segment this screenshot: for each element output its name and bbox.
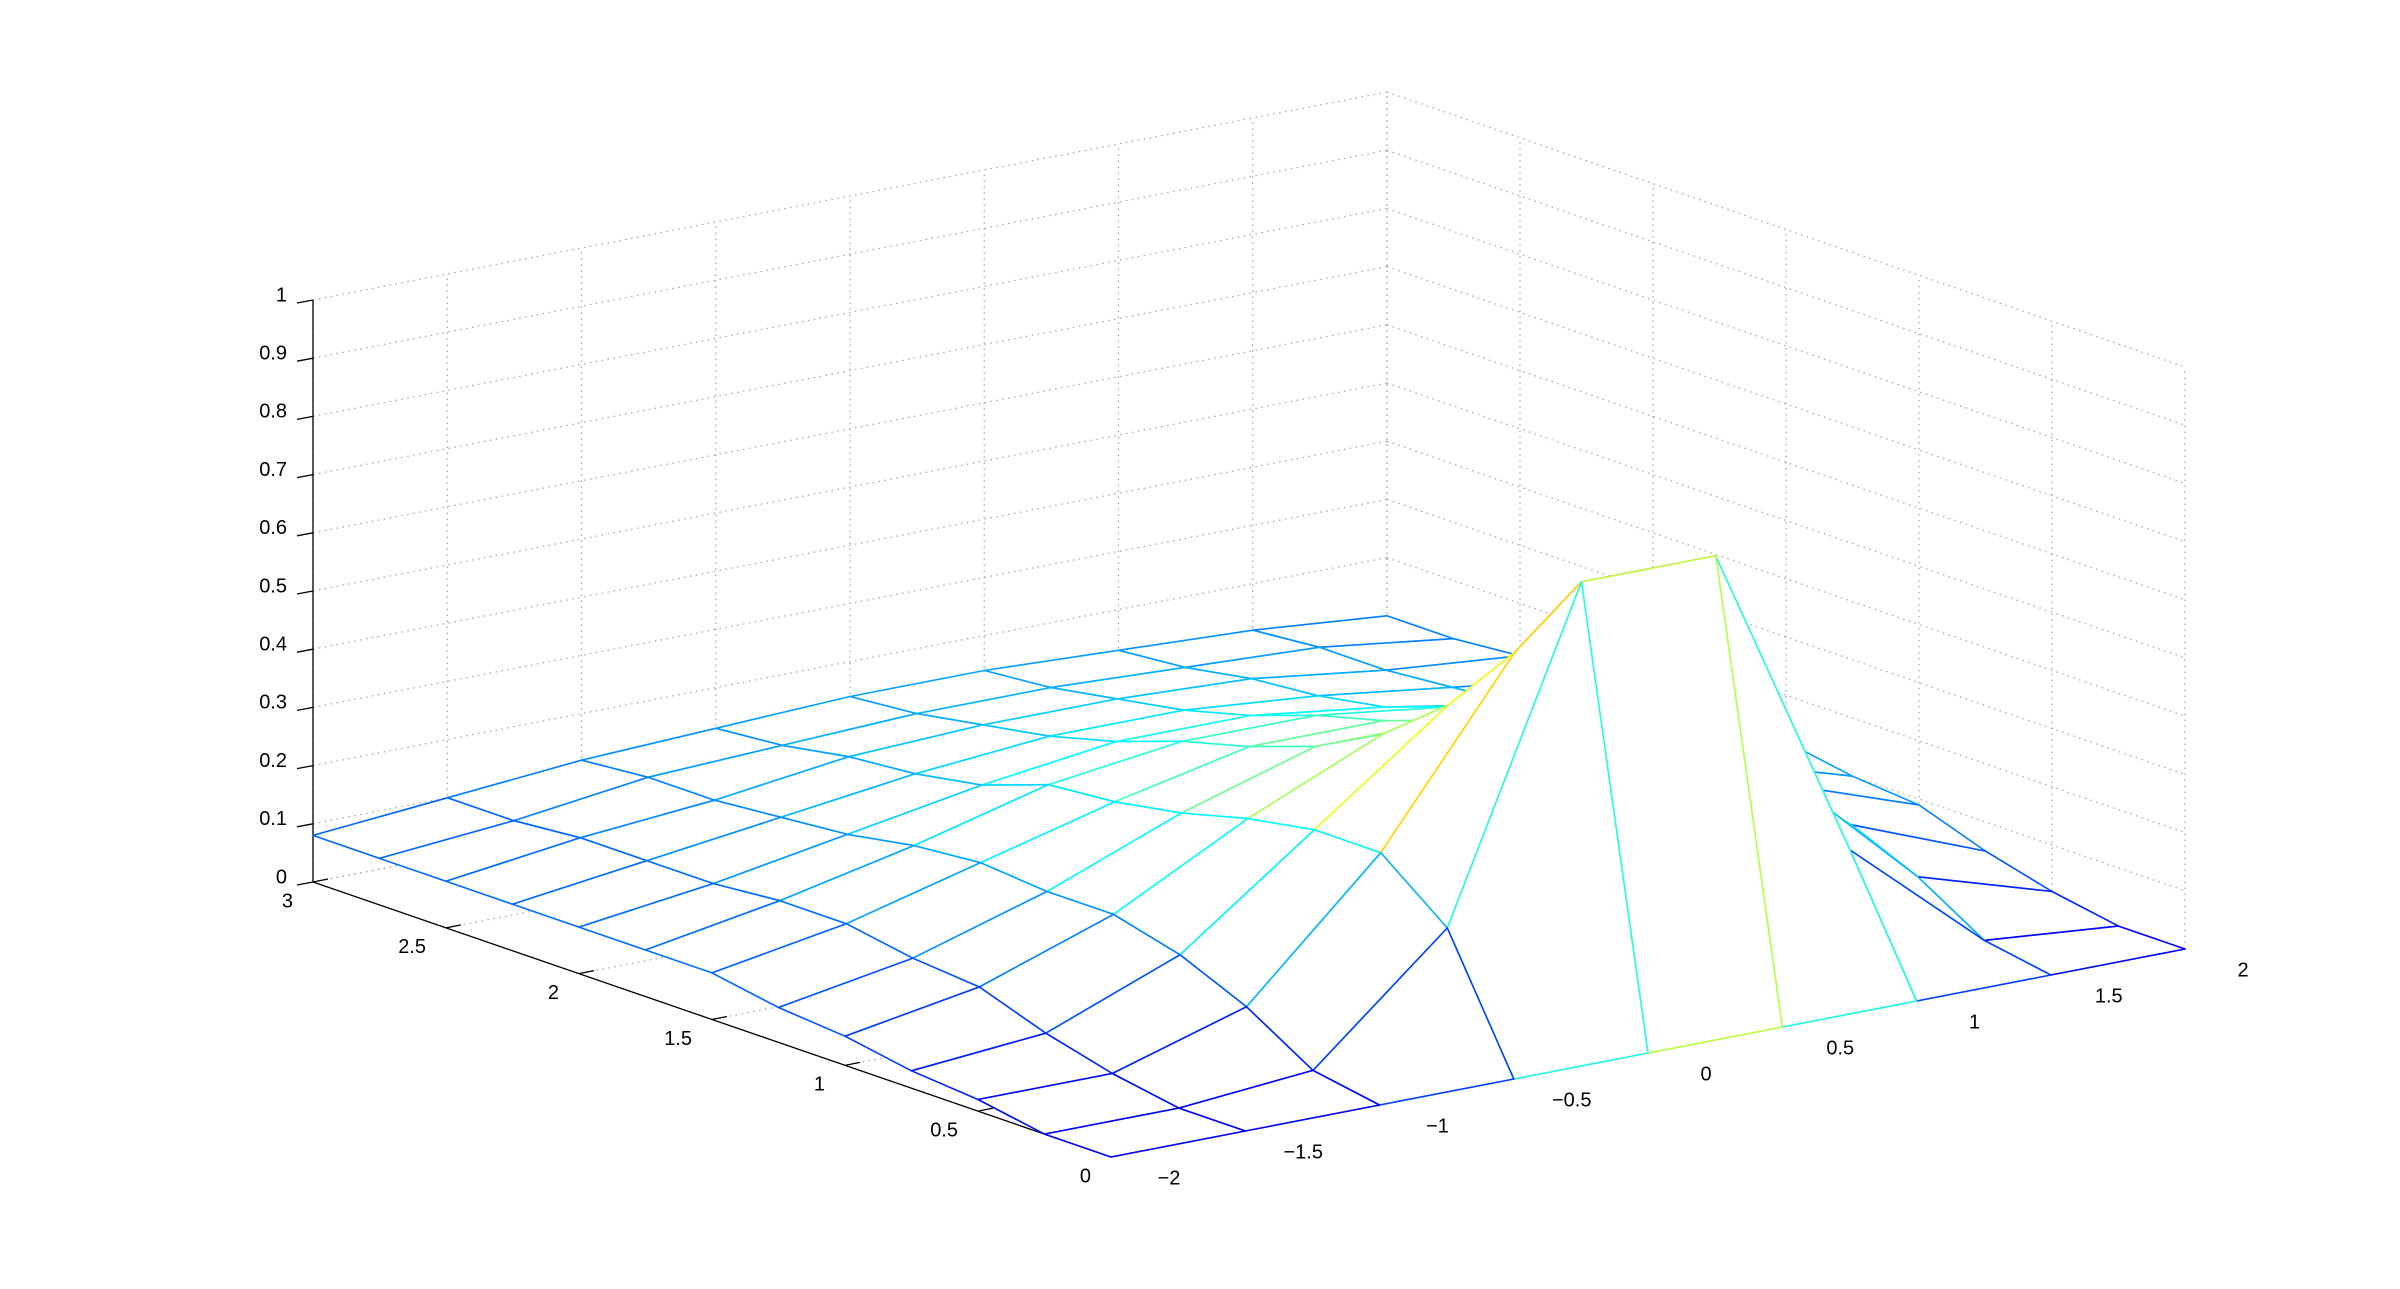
grid-line <box>312 324 1388 534</box>
grid-line <box>312 265 1388 476</box>
x-tick-label: −1.5 <box>1284 1141 1323 1163</box>
z-tick <box>296 706 314 712</box>
z-tick <box>296 590 314 595</box>
z-tick <box>296 299 314 304</box>
y-tick <box>977 1107 994 1112</box>
z-tick-label: 0.4 <box>259 633 287 655</box>
z-tick <box>296 881 314 886</box>
grid-line <box>1386 498 2186 776</box>
y-tick-label: 0.5 <box>930 1119 958 1141</box>
grid-line <box>1386 265 2186 543</box>
grid-line <box>1386 324 2186 601</box>
y-tick-label: 1.5 <box>664 1028 692 1050</box>
z-tick-label: 0.9 <box>259 342 287 364</box>
grid-line <box>312 440 1388 650</box>
grid-line <box>1386 149 2186 426</box>
x-tick-label: 1 <box>1969 1011 1980 1033</box>
grid-line <box>1386 440 2186 717</box>
x-tick-label: −0.5 <box>1552 1089 1591 1111</box>
mesh-cell <box>1043 1107 1247 1158</box>
y-tick <box>711 1015 728 1021</box>
z-tick-label: 0.6 <box>259 517 287 539</box>
z-tick-label: 0.7 <box>259 459 287 481</box>
grid-line <box>312 207 1388 418</box>
z-tick <box>296 764 314 770</box>
x-tick-label: −1 <box>1426 1115 1449 1137</box>
grid-line <box>1386 382 2186 659</box>
y-tick <box>578 970 595 975</box>
z-tick <box>296 415 314 421</box>
x-tick-label: −2 <box>1158 1167 1181 1189</box>
z-tick-label: 0.2 <box>259 750 287 772</box>
grid-line <box>312 556 1388 767</box>
z-tick <box>296 473 314 479</box>
z-tick <box>296 357 314 362</box>
y-tick-label: 3 <box>282 890 293 912</box>
x-tick-label: 2 <box>2237 959 2248 981</box>
grid-line <box>1386 556 2186 834</box>
y-tick-label: 0 <box>1080 1165 1091 1187</box>
y-tick <box>844 1061 861 1066</box>
x-tick-label: 0 <box>1700 1063 1711 1085</box>
z-tick-label: 0.3 <box>259 692 287 714</box>
x-tick-label: 1.5 <box>2095 985 2123 1007</box>
y-tick <box>312 878 329 883</box>
z-tick-label: 0 <box>276 866 287 888</box>
grid-line <box>1386 91 2186 368</box>
z-tick-label: 1 <box>276 284 287 306</box>
grid-line <box>1386 207 2186 485</box>
y-tick-label: 2.5 <box>398 936 426 958</box>
grid-line <box>1386 615 2186 892</box>
x-tick-label: 0.5 <box>1826 1037 1854 1059</box>
y-tick <box>445 924 462 929</box>
grid-line <box>312 382 1388 592</box>
y-tick-label: 1 <box>814 1074 825 1096</box>
grid-line <box>312 498 1388 709</box>
grid-line <box>312 149 1388 359</box>
z-tick <box>296 648 314 653</box>
y-tick-label: 2 <box>548 982 559 1004</box>
z-tick-label: 0.5 <box>259 575 287 597</box>
z-tick <box>296 823 314 828</box>
grid-line <box>312 91 1388 301</box>
z-tick-label: 0.1 <box>259 808 287 830</box>
z-tick-label: 0.8 <box>259 401 287 423</box>
z-tick <box>296 532 314 537</box>
